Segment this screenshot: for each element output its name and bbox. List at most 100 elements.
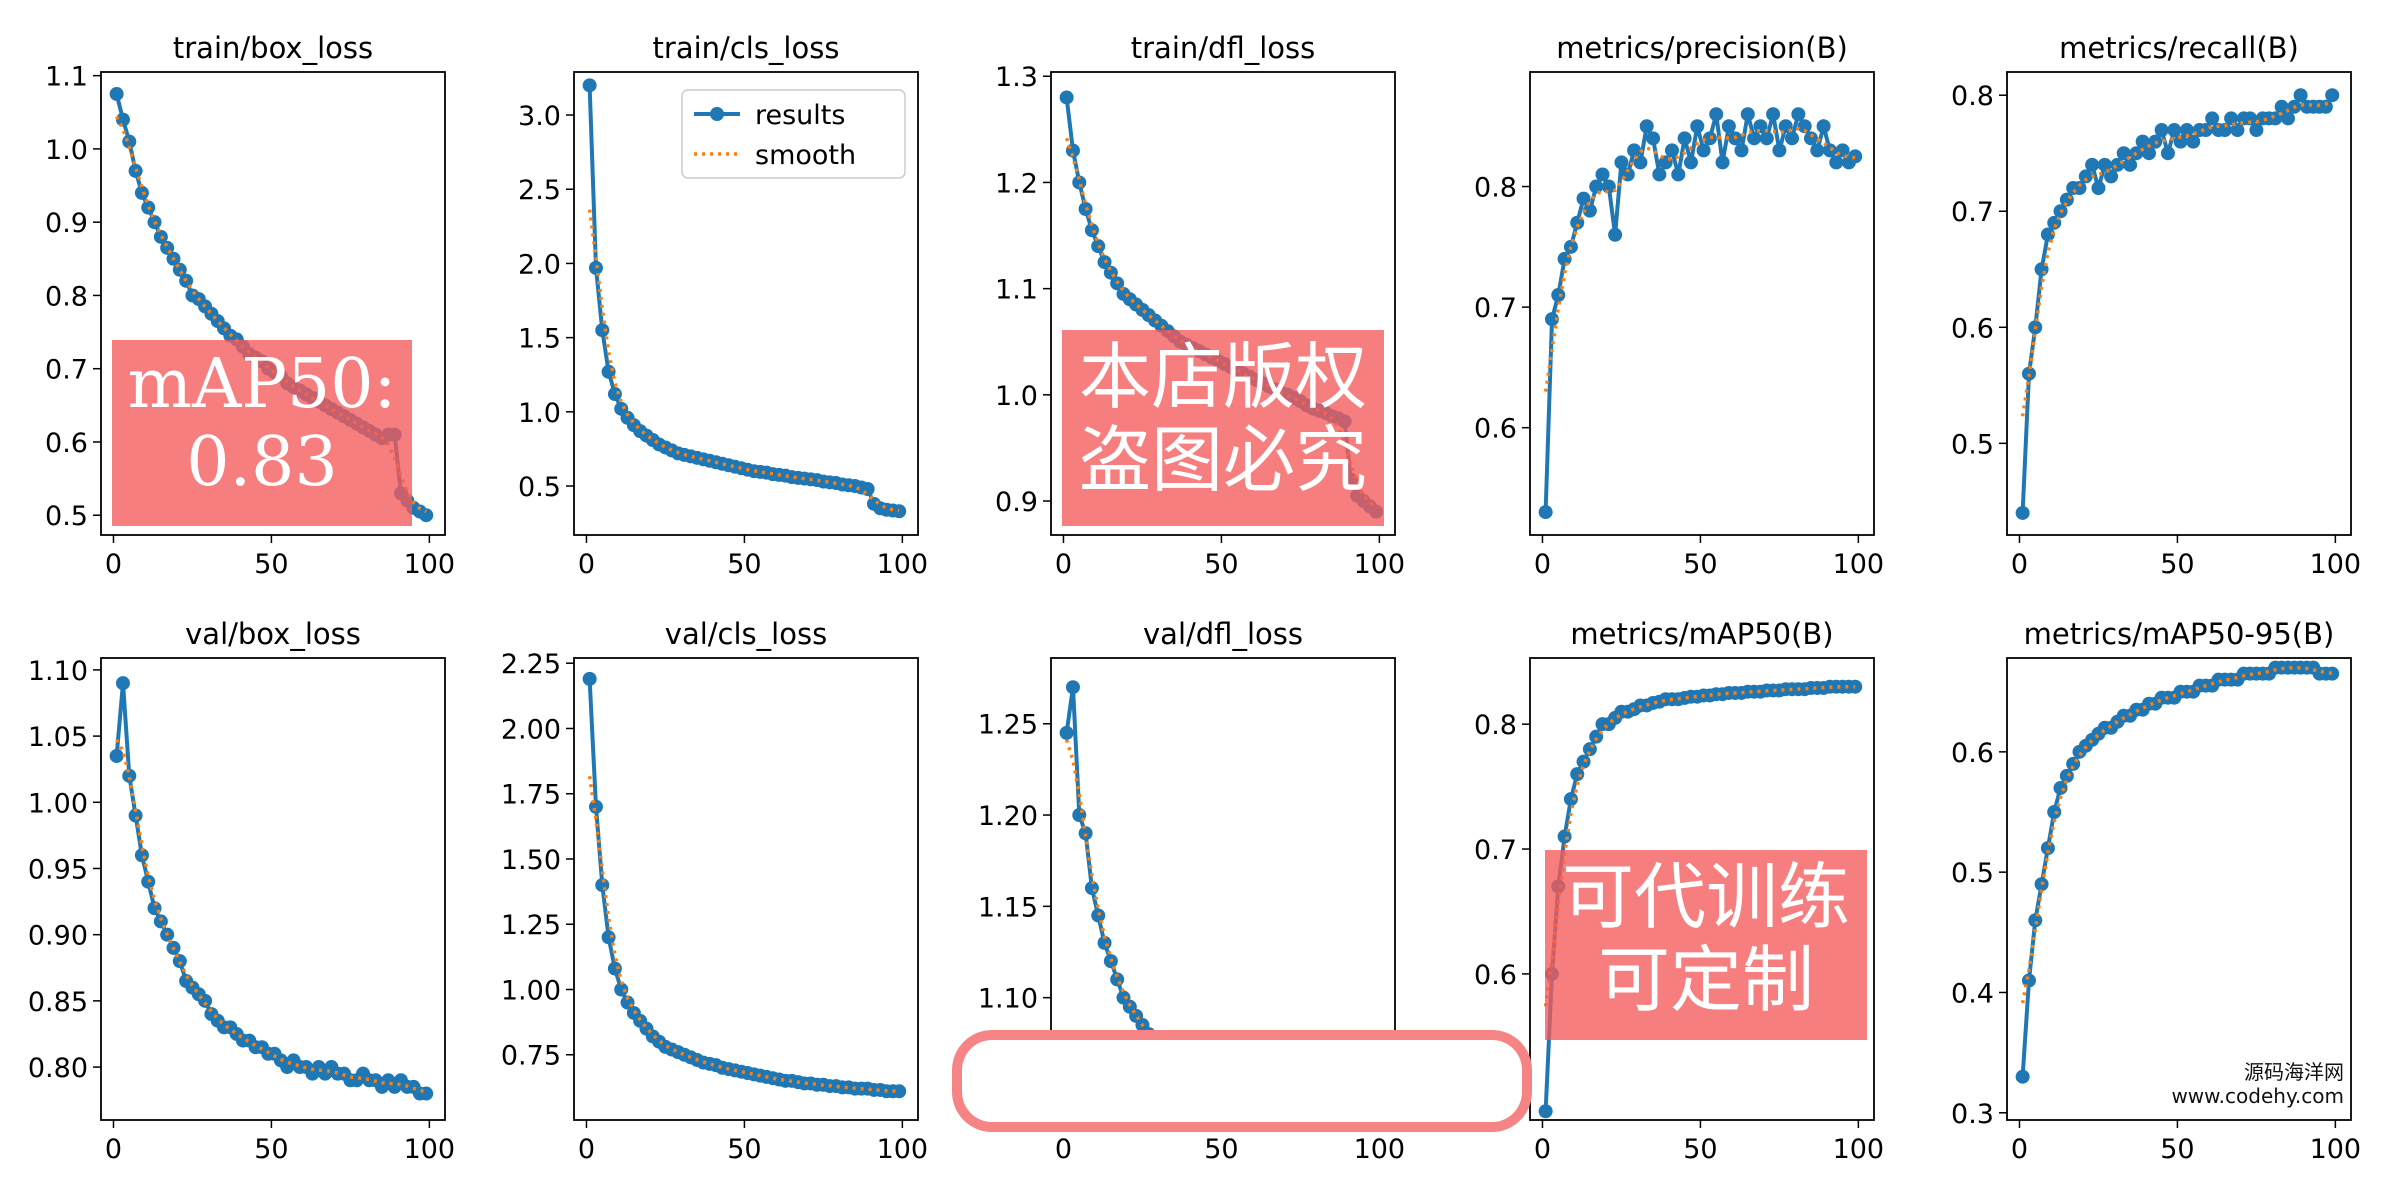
results-point <box>2021 973 2036 988</box>
subplot-title: val/box_loss <box>185 617 361 651</box>
results-line <box>2020 665 2333 1077</box>
results-point <box>1690 119 1705 134</box>
axes-frame <box>2006 71 2352 536</box>
y-tick-label: 1.1 <box>45 62 88 93</box>
y-tick-label: 0.3 <box>1951 1099 1994 1130</box>
results-point <box>172 954 187 969</box>
y-tick-label: 0.90 <box>28 921 88 952</box>
results-point <box>122 768 137 783</box>
y-tick-label: 1.0 <box>995 381 1038 412</box>
results-point <box>1747 131 1762 146</box>
results-point <box>2230 123 2245 138</box>
results-point <box>1551 288 1566 303</box>
results-point <box>1544 312 1559 327</box>
results-line <box>2020 91 2334 514</box>
y-tick-label: 1.25 <box>501 910 561 941</box>
y-tick-label: 0.75 <box>501 1041 561 1072</box>
results-point <box>2249 123 2264 138</box>
results-point <box>2040 227 2055 242</box>
x-tick-label: 50 <box>2160 549 2194 580</box>
results-point <box>2243 111 2258 126</box>
axes-frame <box>1050 71 1396 536</box>
y-tick-label: 0.9 <box>45 208 88 239</box>
results-point <box>115 676 130 691</box>
x-tick-label: 0 <box>2011 549 2028 580</box>
results-point <box>2280 111 2295 126</box>
x-tick-label: 0 <box>1534 1134 1551 1165</box>
results-point <box>1576 754 1591 769</box>
results-point <box>2173 134 2188 149</box>
y-tick-label: 0.7 <box>1474 835 1517 866</box>
results-point <box>2179 123 2194 138</box>
x-tick-label: 50 <box>254 549 288 580</box>
results-point <box>1065 680 1080 695</box>
y-tick-label: 1.00 <box>28 788 88 819</box>
y-tick-label: 0.9 <box>995 487 1038 518</box>
subplot-1: train/cls_loss 0.5 1.0 1.5 2.0 2.5 3.0 0 50 100 re… <box>518 31 928 580</box>
results-point <box>1683 155 1698 170</box>
results-point <box>1797 119 1812 134</box>
results-point <box>1072 175 1087 190</box>
subplot-9: metrics/mAP50-95(B) 0.3 0.4 0.5 0.6 0 50 100 <box>1951 617 2361 1165</box>
results-point <box>1734 143 1749 158</box>
results-point <box>1766 107 1781 122</box>
x-tick-label: 100 <box>404 1134 456 1165</box>
x-tick-label: 100 <box>2310 1134 2362 1165</box>
results-point <box>1627 143 1642 158</box>
y-tick-label: 0.95 <box>28 854 88 885</box>
y-tick-label: 0.8 <box>45 281 88 312</box>
results-point <box>1563 792 1578 807</box>
watermark-copyright: 本店版权盗图必究 <box>1062 330 1384 526</box>
results-point <box>419 508 434 523</box>
results-point <box>1084 223 1099 238</box>
y-tick-label: 0.5 <box>1951 429 1994 460</box>
x-tick-label: 50 <box>1683 549 1717 580</box>
y-tick-label: 1.1 <box>995 275 1038 306</box>
x-tick-label: 0 <box>1055 1134 1072 1165</box>
results-point <box>2085 157 2100 172</box>
results-point <box>2325 666 2340 681</box>
y-tick-label: 0.7 <box>1474 293 1517 324</box>
x-tick-label: 0 <box>578 549 595 580</box>
results-point <box>2293 88 2308 103</box>
axes-frame <box>1529 71 1875 536</box>
axes-frame <box>573 71 919 536</box>
results-point <box>582 78 597 93</box>
results-point <box>1639 119 1654 134</box>
results-point <box>1589 179 1604 194</box>
results-point <box>595 323 610 338</box>
results-point <box>1614 155 1629 170</box>
axes-frame <box>2006 657 2352 1121</box>
results-point <box>1538 505 1553 520</box>
y-tick-label: 1.05 <box>28 722 88 753</box>
y-tick-label: 2.25 <box>501 649 561 680</box>
x-tick-label: 0 <box>578 1134 595 1165</box>
y-tick-label: 0.7 <box>1951 197 1994 228</box>
y-tick-label: 1.0 <box>518 398 561 429</box>
subplot-title: train/cls_loss <box>653 31 840 65</box>
y-tick-label: 0.6 <box>1951 738 1994 769</box>
y-tick-label: 0.6 <box>1474 960 1517 991</box>
results-point <box>1608 227 1623 242</box>
results-point <box>614 982 629 997</box>
results-point <box>1785 131 1800 146</box>
results-point <box>1709 107 1724 122</box>
y-tick-label: 1.50 <box>501 845 561 876</box>
x-tick-label: 100 <box>1833 549 1885 580</box>
results-point <box>419 1086 434 1101</box>
subplot-title: train/dfl_loss <box>1131 31 1315 65</box>
y-tick-label: 0.8 <box>1474 173 1517 204</box>
y-tick-label: 1.10 <box>28 656 88 687</box>
results-point <box>892 504 907 519</box>
y-tick-label: 0.5 <box>518 472 561 503</box>
results-point <box>1059 90 1074 105</box>
results-point <box>1576 191 1591 206</box>
results-point <box>860 481 875 496</box>
results-point <box>2021 366 2036 381</box>
y-tick-label: 0.6 <box>45 428 88 459</box>
results-point <box>1595 167 1610 182</box>
watermark-custom-training: 可代训练可定制 <box>1545 850 1867 1040</box>
x-tick-label: 50 <box>727 1134 761 1165</box>
y-tick-label: 0.7 <box>45 355 88 386</box>
results-point <box>1538 1104 1553 1119</box>
